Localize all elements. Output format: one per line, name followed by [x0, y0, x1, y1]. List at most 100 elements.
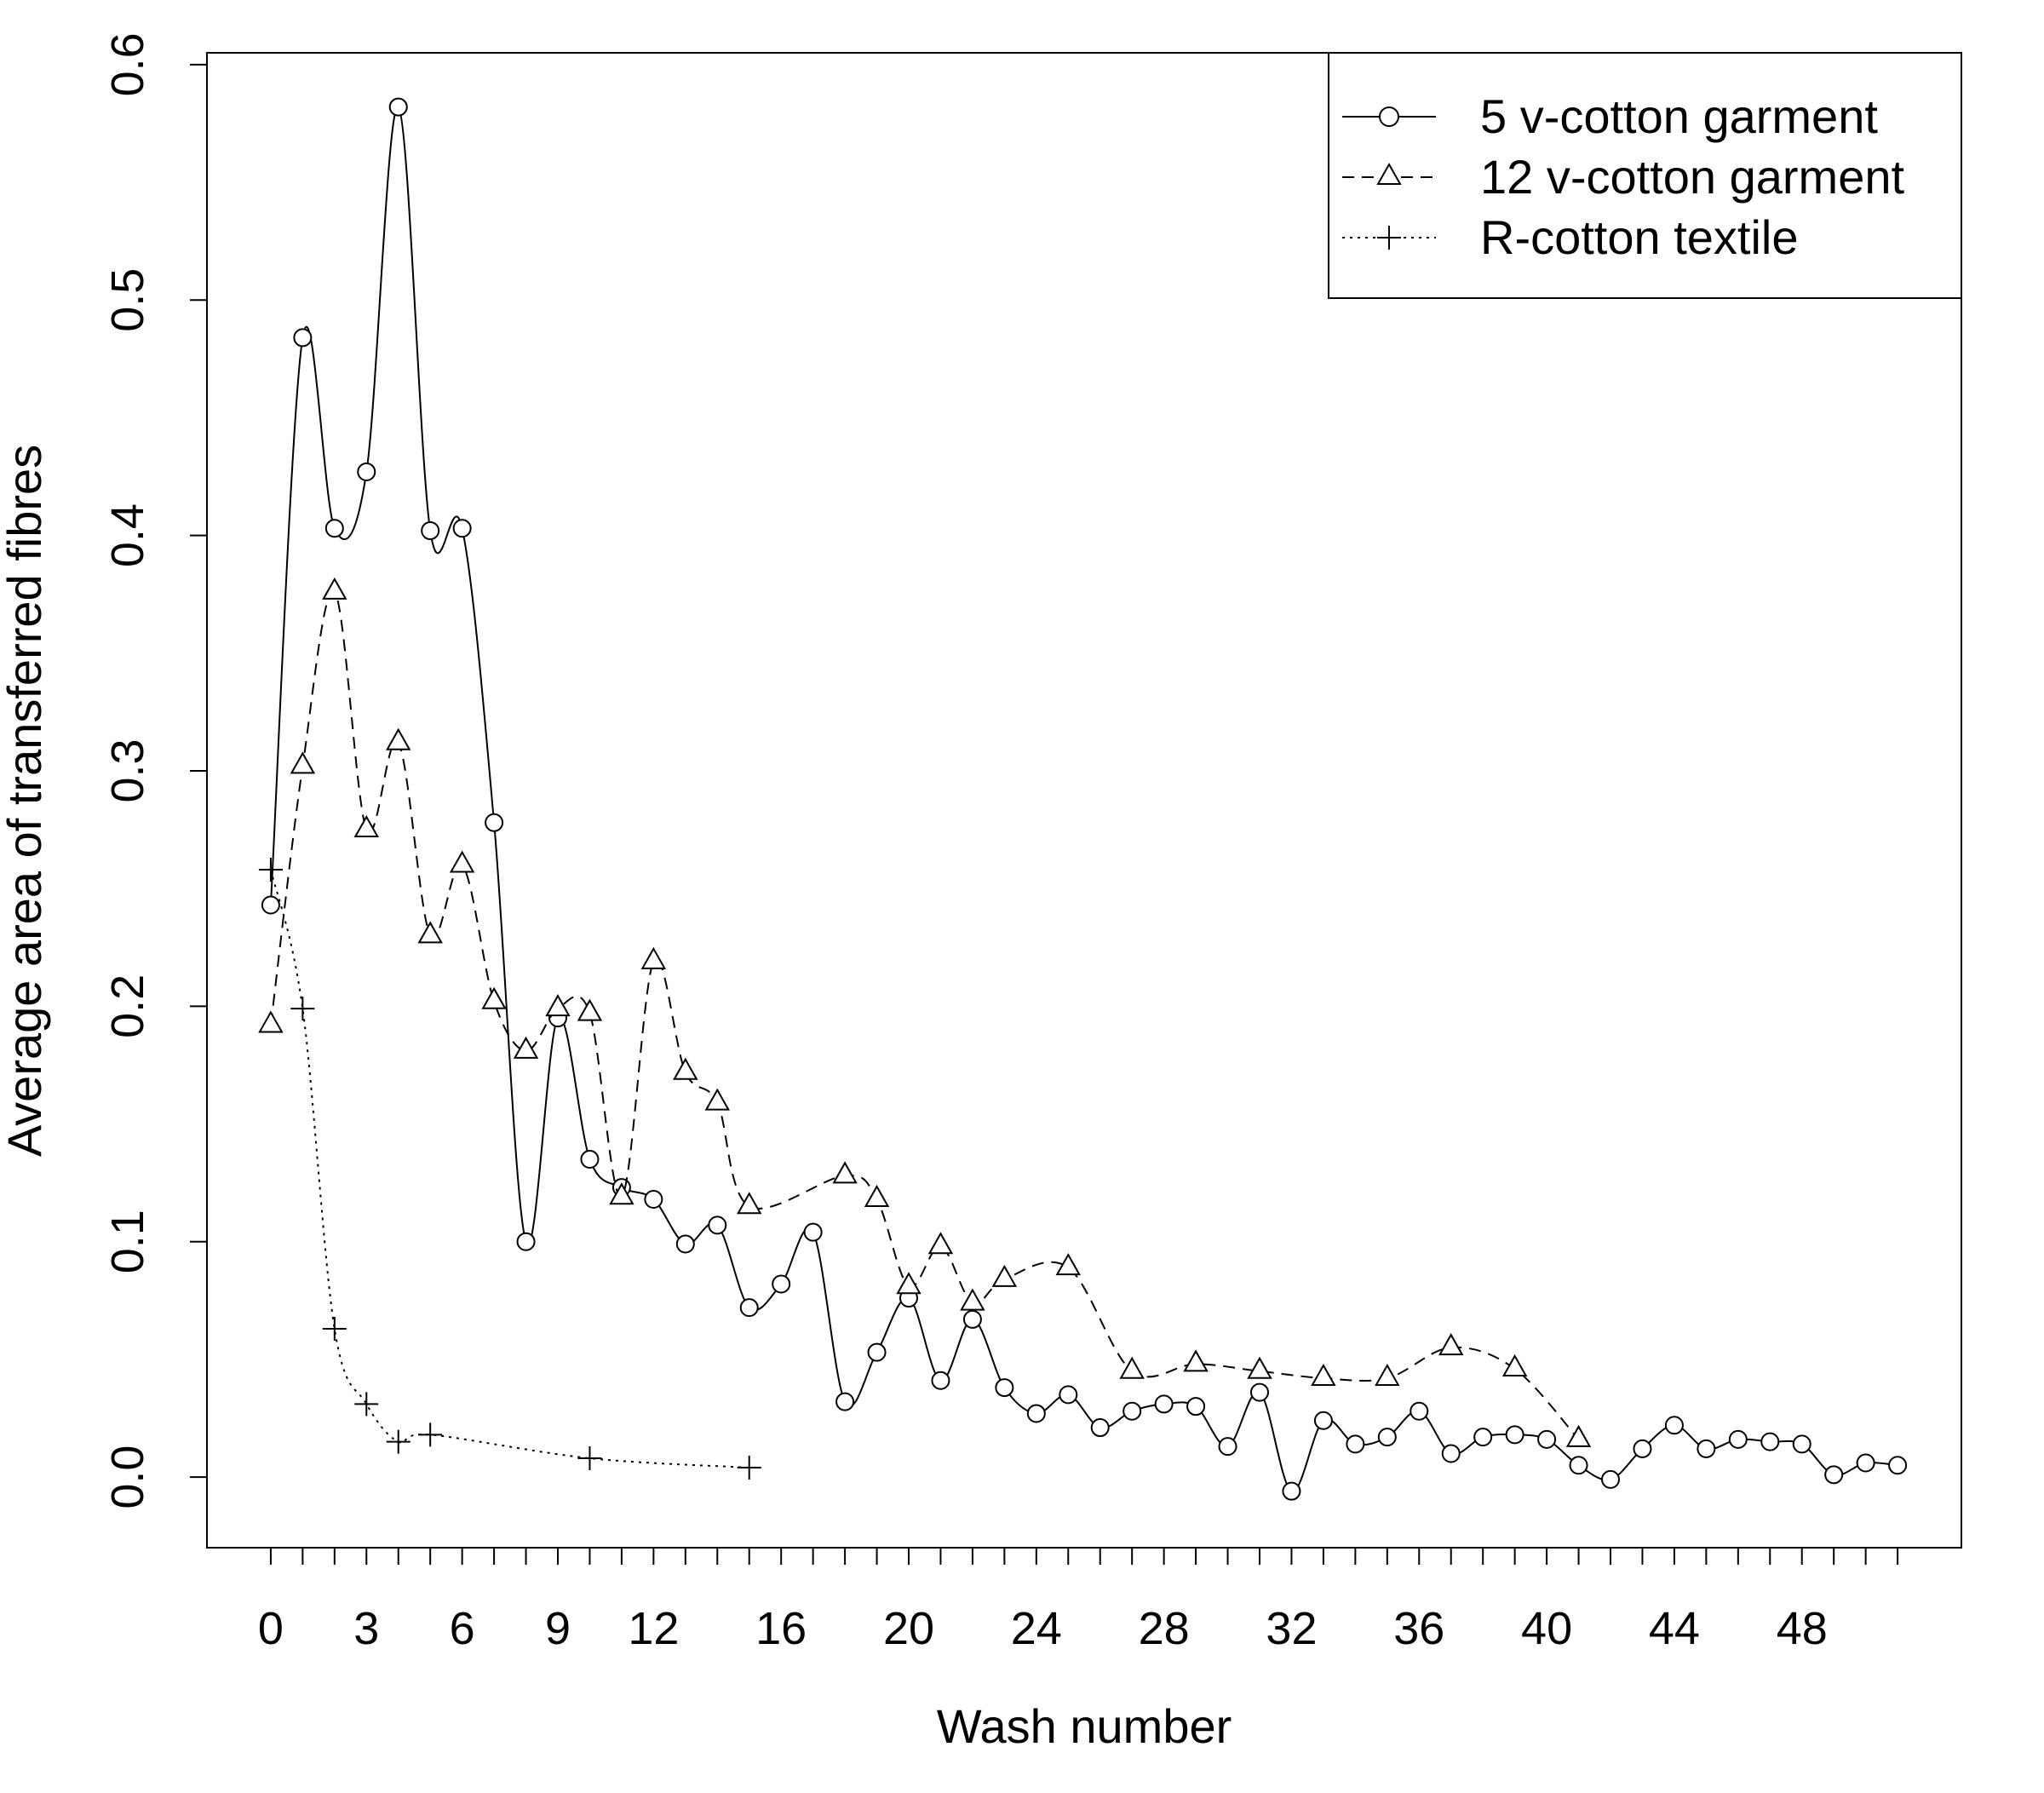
data-point-triangle — [1438, 1333, 1464, 1356]
data-point-plus — [258, 858, 283, 882]
data-point-circle — [803, 1222, 823, 1242]
data-point-circle — [1664, 1416, 1684, 1435]
data-point-circle — [485, 813, 504, 832]
data-point-circle — [1441, 1444, 1461, 1463]
legend-label: R-cotton textile — [1480, 210, 1799, 264]
series-0 — [261, 97, 1908, 1501]
data-point-triangle — [896, 1272, 922, 1295]
y-tick-label: 0.4 — [102, 503, 153, 567]
data-point-triangle — [481, 986, 507, 1009]
data-point-circle — [293, 328, 313, 348]
data-point-triangle — [449, 850, 475, 873]
y-tick-label: 0.3 — [102, 738, 153, 802]
data-point-circle — [1505, 1425, 1524, 1445]
data-point-circle — [1282, 1481, 1301, 1501]
data-point-triangle — [991, 1264, 1018, 1287]
data-point-circle — [1059, 1385, 1078, 1405]
legend-plus-marker — [1377, 226, 1401, 250]
x-tick-label: 0 — [258, 1603, 284, 1654]
data-point-circle — [1888, 1456, 1908, 1475]
y-tick-label: 0.0 — [102, 1445, 153, 1509]
data-point-triangle — [927, 1232, 954, 1255]
x-tick-label: 28 — [1139, 1603, 1190, 1654]
data-point-circle — [1313, 1411, 1333, 1430]
data-point-circle — [1760, 1432, 1780, 1451]
data-point-triangle — [577, 998, 603, 1021]
data-point-circle — [1697, 1439, 1716, 1458]
data-point-triangle — [1375, 1363, 1400, 1387]
data-point-triangle — [513, 1036, 539, 1059]
data-point-circle — [1122, 1401, 1142, 1421]
y-tick-label: 0.1 — [102, 1210, 153, 1273]
data-point-triangle — [1055, 1253, 1081, 1276]
legend-box — [1328, 52, 1962, 299]
data-point-triangle — [322, 577, 347, 600]
x-tick-label: 20 — [883, 1603, 934, 1654]
series-line — [269, 106, 1898, 1492]
data-point-circle — [452, 519, 472, 538]
data-point-circle — [516, 1232, 536, 1251]
series-line — [269, 590, 1580, 1440]
data-point-plus — [322, 1316, 347, 1341]
data-point-triangle — [1183, 1349, 1209, 1372]
x-tick-label: 3 — [353, 1603, 379, 1654]
data-point-circle — [739, 1298, 759, 1318]
data-point-triangle — [1565, 1424, 1592, 1447]
x-tick-label: 9 — [545, 1603, 571, 1654]
data-point-plus — [577, 1445, 602, 1470]
data-point-circle — [1569, 1456, 1588, 1475]
series-layer — [258, 97, 1908, 1501]
data-point-circle — [1154, 1394, 1174, 1414]
data-point-circle — [1410, 1401, 1429, 1421]
data-point-plus — [290, 997, 315, 1021]
data-point-circle — [1601, 1469, 1620, 1489]
series-1 — [258, 577, 1592, 1447]
data-point-plus — [737, 1456, 761, 1480]
data-point-triangle — [258, 1010, 284, 1033]
x-tick-label: 16 — [755, 1603, 807, 1654]
x-tick-label: 12 — [628, 1603, 679, 1654]
y-tick-label: 0.5 — [102, 268, 153, 332]
data-point-triangle — [704, 1088, 730, 1111]
x-tick-label: 40 — [1521, 1603, 1572, 1654]
data-point-circle — [580, 1149, 600, 1169]
x-axis-label: Wash number — [937, 1699, 1232, 1753]
x-tick-label: 24 — [1011, 1603, 1062, 1654]
data-point-plus — [386, 1429, 411, 1454]
data-point-circle — [867, 1342, 887, 1362]
data-point-triangle — [1247, 1356, 1272, 1379]
legend-label: 12 v-cotton garment — [1480, 150, 1904, 204]
x-tick-label: 6 — [450, 1603, 475, 1654]
data-point-triangle — [609, 1182, 634, 1205]
series-2 — [258, 858, 761, 1480]
data-point-circle — [1473, 1428, 1493, 1447]
data-point-circle — [357, 462, 376, 481]
data-point-circle — [1026, 1404, 1046, 1423]
data-point-circle — [772, 1274, 791, 1294]
legend-item-r: R-cotton textile — [1342, 210, 1799, 264]
data-point-triangle — [864, 1184, 890, 1207]
data-point-circle — [1537, 1429, 1557, 1449]
data-point-circle — [324, 519, 344, 538]
data-point-circle — [1792, 1434, 1811, 1454]
data-point-triangle — [832, 1161, 858, 1184]
legend-item-5v: 5 v-cotton garment — [1342, 89, 1878, 143]
data-point-circle — [1090, 1418, 1110, 1438]
data-point-plus — [418, 1422, 443, 1447]
x-tick-label: 36 — [1393, 1603, 1444, 1654]
data-point-circle — [644, 1189, 663, 1209]
legend-item-12v: 12 v-cotton garment — [1342, 150, 1904, 204]
data-point-plus — [354, 1392, 379, 1417]
data-point-triangle — [290, 751, 316, 774]
data-point-triangle — [640, 946, 667, 969]
data-point-triangle — [960, 1288, 985, 1311]
data-point-circle — [962, 1309, 982, 1329]
x-tick-label: 48 — [1777, 1603, 1828, 1654]
data-point-circle — [1824, 1465, 1844, 1485]
data-point-circle — [708, 1215, 727, 1235]
data-point-triangle — [1119, 1356, 1145, 1379]
data-point-circle — [995, 1378, 1014, 1398]
data-point-circle — [931, 1371, 950, 1390]
data-point-circle — [1633, 1439, 1652, 1458]
